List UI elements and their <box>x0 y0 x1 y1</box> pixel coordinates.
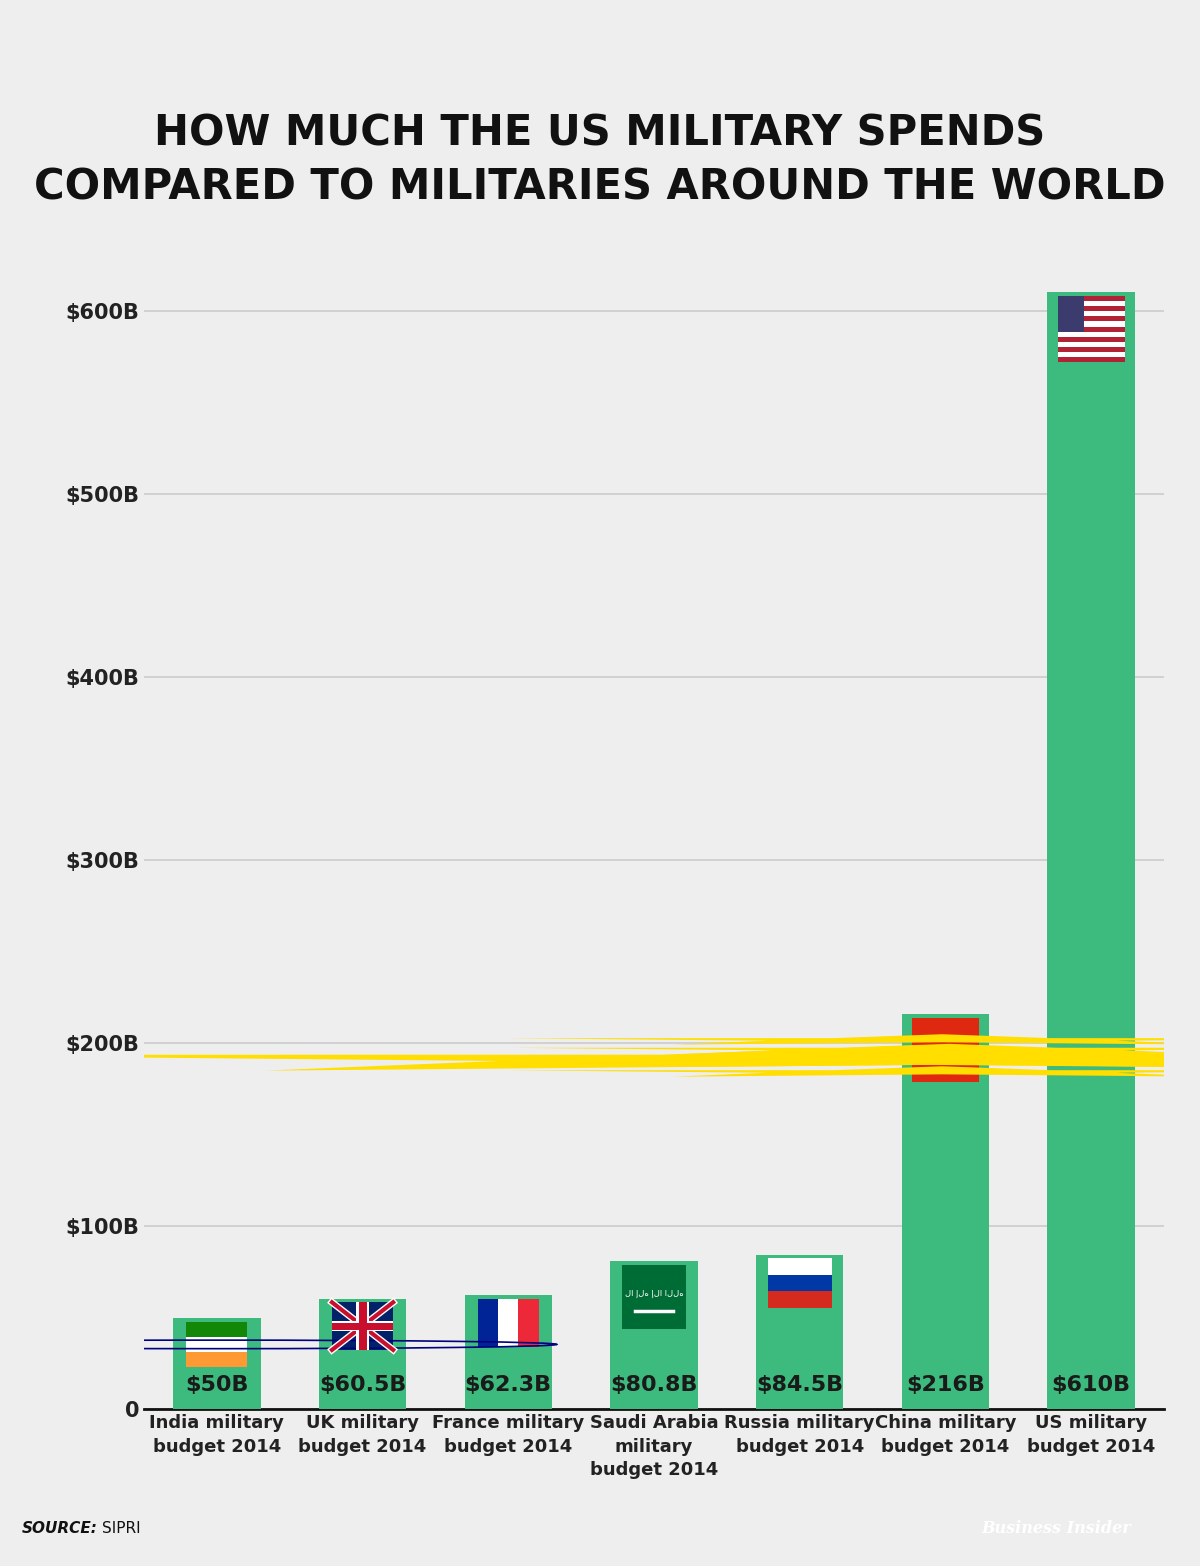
Bar <box>768 1292 832 1308</box>
Bar <box>1057 307 1124 312</box>
Text: $60.5B: $60.5B <box>319 1375 407 1395</box>
Text: $62.3B: $62.3B <box>464 1375 552 1395</box>
Polygon shape <box>512 1057 1200 1066</box>
Text: $610B: $610B <box>1051 1375 1130 1395</box>
Bar <box>1057 312 1124 316</box>
Bar <box>1057 296 1085 332</box>
Text: $80.8B: $80.8B <box>611 1375 697 1395</box>
Bar <box>186 1337 247 1351</box>
Bar <box>359 1303 366 1350</box>
Bar <box>518 1298 539 1347</box>
Bar <box>186 1351 247 1367</box>
Bar <box>1057 327 1124 332</box>
Bar <box>1057 332 1124 337</box>
Polygon shape <box>512 1045 1200 1054</box>
Bar <box>1057 341 1124 346</box>
Bar <box>622 1265 686 1330</box>
Bar <box>1057 337 1124 341</box>
Bar <box>332 1303 394 1350</box>
Bar <box>768 1259 832 1275</box>
Bar <box>1057 301 1124 307</box>
Text: $216B: $216B <box>906 1375 985 1395</box>
Bar <box>1048 293 1135 1409</box>
Bar <box>912 1018 979 1082</box>
Bar <box>332 1322 394 1331</box>
Polygon shape <box>505 1034 1200 1045</box>
Text: لا إله إلا الله: لا إله إلا الله <box>625 1289 683 1298</box>
Text: HOW MUCH THE US MILITARY SPENDS: HOW MUCH THE US MILITARY SPENDS <box>155 113 1045 153</box>
Bar <box>332 1323 394 1330</box>
Bar <box>611 1262 697 1409</box>
Bar <box>901 1013 989 1409</box>
Bar <box>464 1295 552 1409</box>
Bar <box>319 1298 407 1409</box>
Bar <box>186 1322 247 1337</box>
Bar <box>356 1303 368 1350</box>
Text: SIPRI: SIPRI <box>102 1521 140 1536</box>
Polygon shape <box>0 1045 1200 1071</box>
Bar <box>768 1275 832 1292</box>
Bar <box>1057 321 1124 327</box>
Text: $84.5B: $84.5B <box>756 1375 844 1395</box>
Polygon shape <box>505 1066 1200 1077</box>
Bar <box>498 1298 518 1347</box>
Text: Business Insider: Business Insider <box>982 1521 1130 1536</box>
Text: $50B: $50B <box>185 1375 248 1395</box>
Bar <box>173 1319 260 1409</box>
Bar <box>1057 296 1124 301</box>
Bar <box>478 1298 498 1347</box>
Bar <box>1057 316 1124 321</box>
Text: SOURCE:: SOURCE: <box>22 1521 97 1536</box>
Bar <box>1057 352 1124 357</box>
Bar <box>1057 357 1124 362</box>
Text: COMPARED TO MILITARIES AROUND THE WORLD: COMPARED TO MILITARIES AROUND THE WORLD <box>35 168 1165 208</box>
Bar <box>1057 346 1124 352</box>
Bar <box>756 1254 844 1409</box>
